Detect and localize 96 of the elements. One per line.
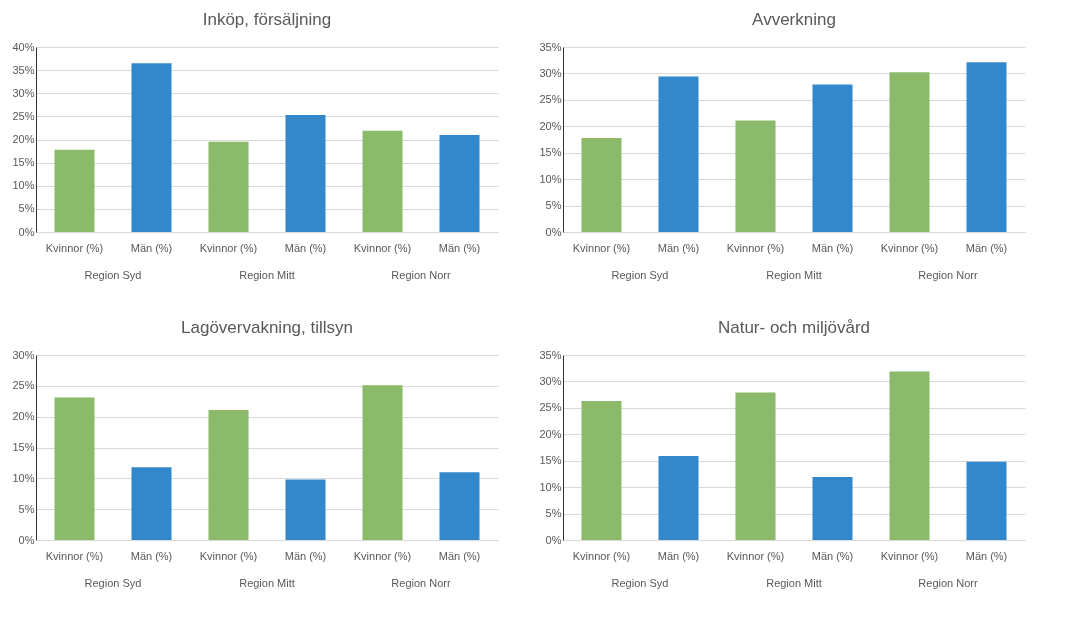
chart-title: Avverkning bbox=[752, 10, 836, 29]
x-tick-label: Män (%) bbox=[657, 549, 700, 562]
bar bbox=[54, 397, 95, 540]
text: Region Syd bbox=[611, 269, 669, 281]
bar bbox=[285, 479, 326, 540]
text: Region Mitt bbox=[766, 577, 822, 589]
bar bbox=[966, 62, 1007, 232]
y-tick-label: 35% bbox=[12, 63, 35, 76]
y-tick-label: 25% bbox=[12, 109, 35, 122]
text: Region Mitt bbox=[239, 269, 295, 281]
bar bbox=[131, 467, 172, 540]
x-tick-label: Kvinnor (%) bbox=[726, 549, 785, 562]
y-tick-label: 5% bbox=[545, 507, 562, 520]
text: Region Syd bbox=[84, 269, 142, 281]
x-tick-label: Kvinnor (%) bbox=[199, 549, 258, 562]
y-tick-label: 5% bbox=[18, 502, 35, 515]
x-tick-label: Kvinnor (%) bbox=[45, 241, 104, 254]
bar bbox=[889, 371, 930, 540]
bar bbox=[658, 76, 699, 232]
bar bbox=[581, 400, 622, 540]
y-tick-label: 30% bbox=[539, 374, 562, 387]
bar bbox=[131, 63, 172, 232]
y-tick-label: 25% bbox=[539, 401, 562, 414]
x-tick-label: Män (%) bbox=[284, 549, 327, 562]
bar bbox=[362, 130, 403, 232]
bar bbox=[285, 114, 326, 232]
text: Region Norr bbox=[918, 577, 978, 589]
y-tick-label: 30% bbox=[539, 66, 562, 79]
bar bbox=[208, 409, 249, 540]
x-tick-label: Kvinnor (%) bbox=[353, 549, 412, 562]
y-tick-label: 5% bbox=[545, 199, 562, 212]
x-tick-label: Kvinnor (%) bbox=[880, 549, 939, 562]
bar bbox=[966, 461, 1007, 540]
y-tick-label: 35% bbox=[539, 40, 562, 53]
x-tick-label: Män (%) bbox=[965, 241, 1008, 254]
x-tick-label: Kvinnor (%) bbox=[726, 241, 785, 254]
y-tick-label: 10% bbox=[539, 172, 562, 185]
y-tick-label: 15% bbox=[12, 156, 35, 169]
bar bbox=[54, 149, 95, 232]
chart-title: Inköp, försäljning bbox=[202, 10, 332, 29]
bar bbox=[208, 141, 249, 232]
y-tick-label: 20% bbox=[12, 133, 35, 145]
y-tick-label: 10% bbox=[539, 480, 562, 493]
x-tick-label: Män (%) bbox=[811, 241, 854, 254]
y-tick-label: 0% bbox=[18, 225, 35, 238]
text: Region Syd bbox=[611, 577, 669, 589]
y-tick-label: 15% bbox=[12, 441, 35, 453]
text: Region Mitt bbox=[239, 577, 295, 589]
y-tick-label: 20% bbox=[12, 410, 35, 423]
y-tick-label: 10% bbox=[12, 471, 35, 484]
x-tick-label: Män (%) bbox=[438, 549, 481, 562]
x-tick-label: Kvinnor (%) bbox=[880, 241, 939, 254]
y-tick-label: 30% bbox=[12, 348, 35, 361]
x-tick-label: Män (%) bbox=[130, 549, 173, 562]
x-tick-label: Kvinnor (%) bbox=[572, 241, 631, 254]
x-tick-label: Män (%) bbox=[438, 241, 481, 254]
bar bbox=[889, 72, 930, 232]
bar bbox=[439, 472, 480, 540]
bar bbox=[735, 392, 776, 540]
y-tick-label: 5% bbox=[18, 202, 35, 215]
y-tick-label: 20% bbox=[539, 119, 562, 132]
text: Region Norr bbox=[918, 269, 978, 281]
x-tick-label: Män (%) bbox=[284, 241, 327, 254]
chart-title: Lagövervakning, tillsyn bbox=[181, 318, 353, 337]
y-tick-label: 15% bbox=[539, 454, 562, 467]
x-tick-label: Män (%) bbox=[965, 549, 1008, 562]
x-tick-label: Män (%) bbox=[811, 549, 854, 562]
bar bbox=[439, 134, 480, 232]
x-tick-label: Kvinnor (%) bbox=[353, 241, 412, 254]
x-tick-label: Kvinnor (%) bbox=[572, 549, 631, 562]
bar bbox=[362, 385, 403, 540]
bar bbox=[812, 84, 853, 232]
x-tick-label: Män (%) bbox=[130, 241, 173, 254]
bar bbox=[812, 477, 853, 540]
y-tick-label: 25% bbox=[12, 379, 35, 392]
x-tick-label: Kvinnor (%) bbox=[199, 241, 258, 254]
x-tick-label: Kvinnor (%) bbox=[45, 549, 104, 562]
y-tick-label: 0% bbox=[545, 533, 562, 546]
bar bbox=[735, 120, 776, 232]
text: Region Syd bbox=[84, 577, 142, 589]
y-tick-label: 30% bbox=[12, 86, 35, 99]
y-tick-label: 20% bbox=[539, 427, 562, 440]
text: Region Mitt bbox=[766, 269, 822, 281]
bar bbox=[658, 455, 699, 540]
x-tick-label: Män (%) bbox=[657, 241, 700, 254]
bar bbox=[581, 137, 622, 232]
y-tick-label: 0% bbox=[18, 533, 35, 546]
y-tick-label: 15% bbox=[539, 146, 562, 159]
text: Region Norr bbox=[391, 269, 451, 281]
y-tick-label: 10% bbox=[12, 179, 35, 192]
chart-title: Natur- och miljövård bbox=[717, 318, 871, 337]
y-tick-label: 0% bbox=[545, 225, 562, 238]
y-tick-label: 25% bbox=[539, 93, 562, 106]
y-tick-label: 40% bbox=[12, 40, 35, 53]
y-tick-label: 35% bbox=[539, 348, 562, 361]
text: Region Norr bbox=[391, 577, 451, 589]
